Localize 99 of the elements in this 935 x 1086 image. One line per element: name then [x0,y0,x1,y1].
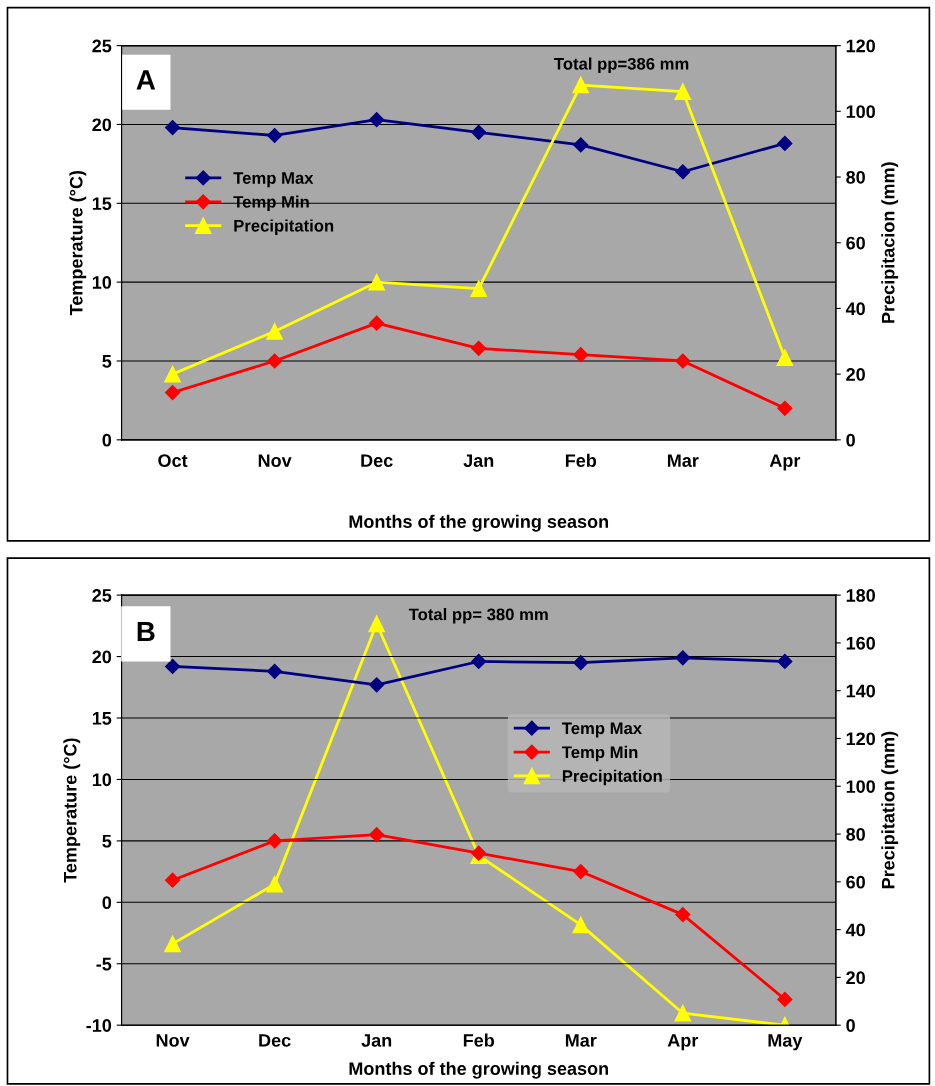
point [165,658,181,674]
point [267,353,283,369]
x-tick-label: Apr [667,1034,699,1051]
y2-tick-label: 80 [846,170,865,184]
y-tick-label: 20 [92,118,112,132]
point [777,991,793,1007]
point [267,833,283,849]
y-tick-label: 15 [92,712,112,725]
point [266,875,283,893]
x-tick-label: May [768,1034,803,1051]
y2-axis-title: Precipitacion (mm) [881,162,899,323]
x-tick-label: Feb [463,1033,495,1047]
y-tick-label: 20 [92,650,112,664]
y-tick-label: -5 [96,957,112,971]
point [675,164,691,180]
point [471,124,487,140]
legend-label: Precipitation [562,769,662,786]
point [572,76,590,94]
x-tick-label: Feb [565,453,597,467]
legend-label: Temp Min [562,745,638,762]
point [675,907,691,923]
x-tick-label: Nov [156,1034,190,1047]
point [266,323,283,340]
y2-tick-label: 0 [846,433,855,447]
y2-tick-label: 20 [846,368,865,381]
y-tick-label: 5 [102,834,112,848]
y2-axis-title: Precipitation (mm) [881,731,899,889]
point [369,315,385,331]
point [675,650,691,666]
point [777,653,793,670]
y-tick-label: 0 [102,433,112,447]
y-tick-label: 25 [92,39,112,53]
point [369,112,385,128]
x-tick-label: Apr [769,454,801,471]
y-tick-label: 25 [92,589,112,602]
y2-tick-label: 80 [846,827,865,841]
y2-tick-label: 120 [846,39,875,53]
x-tick-label: Jan [463,454,494,467]
point [573,137,589,153]
point [674,83,692,100]
point [369,677,385,693]
y2-tick-label: 100 [846,780,875,793]
y2-tick-label: 60 [846,236,865,250]
point [164,935,181,953]
y2-tick-label: 180 [846,589,875,602]
point [776,349,794,367]
y-axis-title: Temperature (°C) [69,170,87,316]
x-tick-label: Mar [667,454,699,467]
x-tick-label: Nov [258,454,292,467]
annotation: A [136,70,156,90]
point [165,120,181,136]
y2-tick-label: 100 [846,105,875,119]
point [471,340,487,356]
point [471,653,487,670]
y-tick-label: 10 [92,276,112,289]
y2-tick-label: 40 [845,302,865,316]
x-tick-label: Mar [565,1034,597,1047]
annotation: B [137,621,155,642]
y-tick-label: 15 [92,197,112,211]
point [777,400,793,416]
y2-tick-label: 60 [846,875,865,889]
point [368,615,386,633]
point [573,864,589,880]
y2-tick-label: 40 [845,923,865,937]
point [267,127,283,144]
annotation: Total pp=386 mm [554,57,689,73]
point [165,872,181,888]
x-axis-title: Months of the growing season [349,1061,609,1079]
x-tick-label: Oct [158,454,188,467]
y-tick-label: -10 [86,1019,112,1032]
x-tick-label: Dec [361,454,393,467]
y2-tick-label: 140 [846,684,875,698]
y-tick-label: 10 [92,773,112,787]
point [573,347,589,363]
point [368,273,386,291]
point [674,1004,692,1022]
annotation: Total pp= 380 mm [408,608,548,624]
point [165,384,181,401]
point [777,135,793,151]
point [164,365,181,383]
y2-tick-label: 0 [846,1019,855,1032]
y2-tick-label: 120 [846,732,875,746]
legend-label: Temp Max [562,722,642,738]
point [573,655,589,671]
y-axis-title: Temperature (°C) [63,738,81,883]
point [369,827,385,843]
legend-label: Temp Max [233,172,314,188]
point [267,663,283,679]
x-tick-label: Dec [259,1034,291,1047]
point [470,280,488,298]
legend-label: Precipitation [234,219,334,235]
y2-tick-label: 20 [846,971,865,985]
point [675,353,691,369]
x-axis-title: Months of the growing season [349,514,609,532]
y-tick-label: 5 [102,355,112,368]
x-tick-label: Jan [361,1034,392,1047]
y-tick-label: 0 [102,896,112,910]
y2-tick-label: 160 [846,636,875,650]
point [572,916,590,934]
